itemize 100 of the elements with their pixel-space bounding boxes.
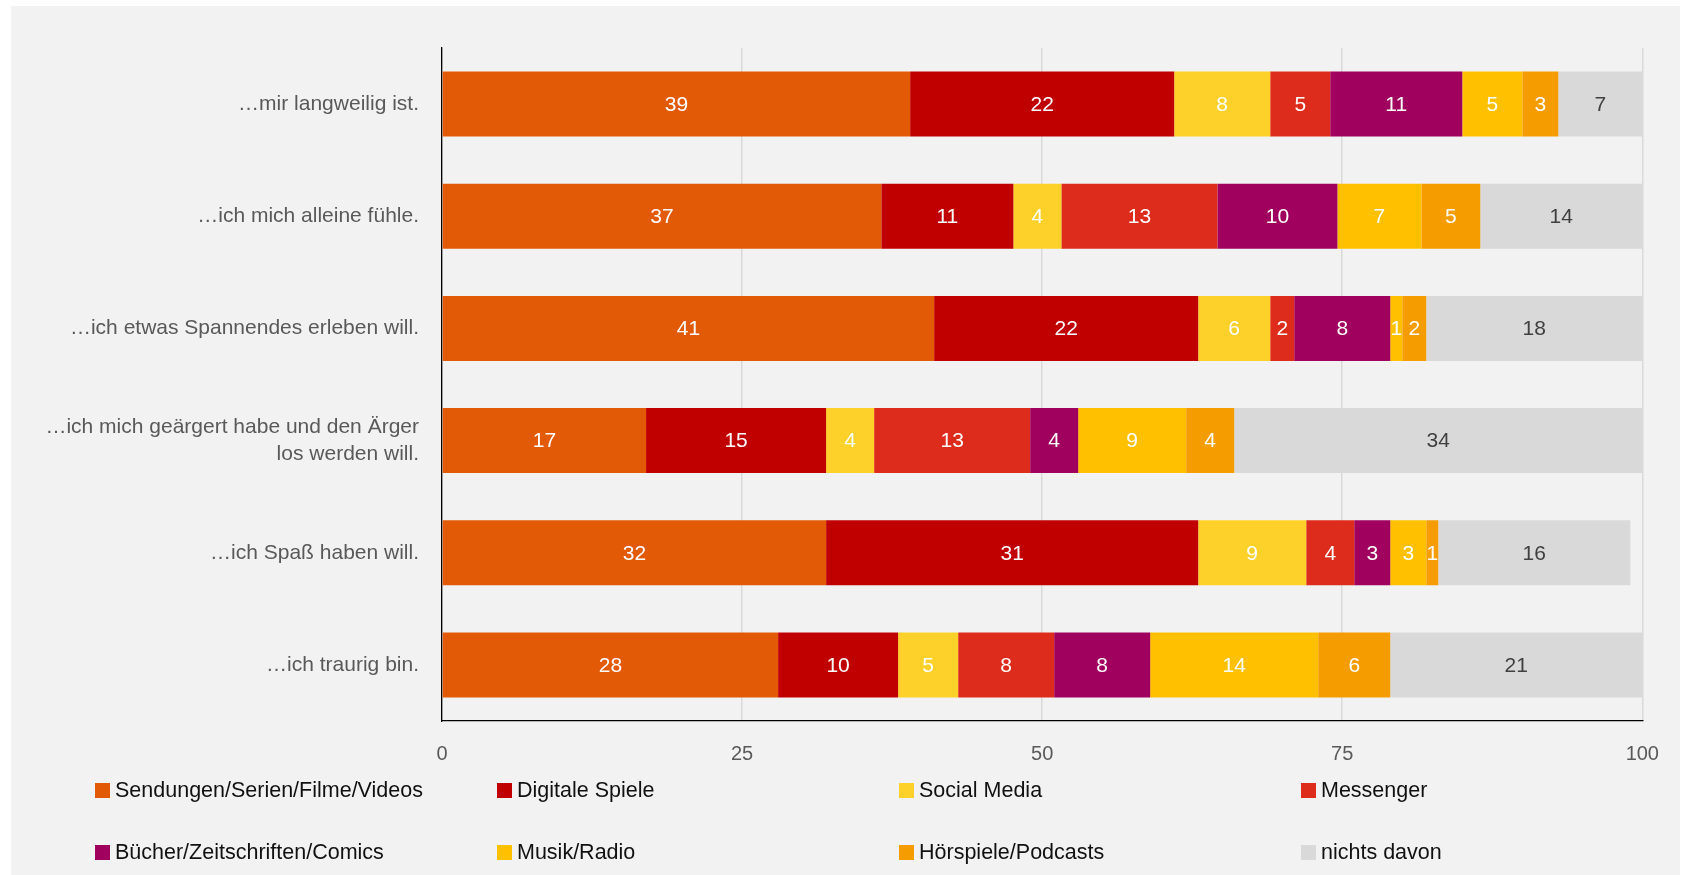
data-label: 4 [844,428,857,452]
bar [442,632,779,698]
y-tick-label: …ich mich alleine fühle. [197,203,419,227]
bar [1330,71,1463,137]
bar [881,183,1014,249]
data-label: 5 [922,652,934,676]
data-label: 39 [664,91,689,115]
legend-label: Musik/Radio [517,839,636,865]
data-label: 9 [1126,428,1139,452]
data-label: 8 [1000,652,1012,676]
data-label: 10 [1265,204,1290,228]
data-label: 16 [1522,540,1546,564]
x-tick-label: 100 [1625,741,1659,764]
bar [1198,520,1307,586]
data-label: 22 [1054,316,1078,340]
legend-label: Sendungen/Serien/Filme/Videos [115,777,423,803]
bar [442,520,827,586]
bar [934,295,1199,361]
bar [826,520,1199,586]
data-label: 4 [1048,428,1061,452]
bar [1390,520,1427,586]
data-label: 5 [1294,91,1307,115]
bar [1198,295,1271,361]
data-label: 6 [1228,316,1241,340]
legend-label: Hörspiele/Podcasts [919,839,1105,865]
data-label: 4 [1324,540,1337,564]
data-label: 8 [1096,652,1109,676]
bar [646,408,827,474]
data-label: 18 [1522,316,1546,340]
data-label: 32 [622,540,647,564]
bar [1522,71,1559,137]
data-label: 3 [1534,91,1547,115]
bar [442,183,882,249]
bar [1013,183,1062,249]
legend-label: Bücher/Zeitschriften/Comics [115,839,384,865]
bar [1438,520,1631,586]
data-label: 11 [1385,91,1408,115]
bar [874,408,1031,474]
data-label: 4 [1204,428,1217,452]
bar [1186,408,1235,474]
data-label: 41 [676,316,701,340]
x-tick-label: 50 [1031,741,1054,764]
data-label: 7 [1373,204,1386,228]
data-label: 1 [1390,316,1403,340]
bar [778,632,899,698]
data-label: 3 [1366,540,1379,564]
legend-label: Social Media [919,777,1043,803]
bar [1337,183,1422,249]
data-label: 5 [1486,91,1499,115]
y-tick-label: …ich traurig bin. [266,651,419,675]
data-label: 15 [724,428,748,452]
y-tick-label: …ich etwas Spannendes erleben will. [69,315,419,339]
bar [1421,183,1481,249]
legend-label: Digitale Spiele [517,777,655,803]
bar [1294,295,1391,361]
bar [1078,408,1187,474]
bar [1270,71,1331,137]
data-label: 8 [1336,316,1349,340]
data-label: 14 [1222,652,1247,676]
legend-label: Messenger [1321,777,1428,803]
data-label: 13 [1127,204,1152,228]
y-tick-label: …ich mich geärgert habe und den Ärger los werden will. [45,413,419,465]
bar [442,295,935,361]
bar [1061,183,1218,249]
x-tick-label: 25 [730,741,754,764]
x-tick-label: 75 [1331,741,1354,764]
bar [1318,632,1391,698]
data-label: 8 [1216,91,1229,115]
data-label: 13 [940,428,964,452]
bar [958,632,1055,698]
data-label: 34 [1426,428,1451,452]
data-label: 9 [1246,540,1259,564]
bar [1390,295,1403,361]
x-tick-label: 0 [436,741,448,764]
data-label: 7 [1594,91,1607,115]
data-label: 3 [1402,540,1415,564]
data-label: 28 [598,652,623,676]
bar [442,71,911,137]
data-label: 17 [532,428,557,452]
data-label: 4 [1031,204,1044,228]
data-label: 21 [1504,652,1528,676]
bar [1217,183,1338,249]
data-label: 5 [1445,204,1457,228]
bar [442,408,647,474]
data-label: 11 [936,204,959,228]
bar [1054,632,1151,698]
data-label: 22 [1030,91,1054,115]
data-label: 14 [1549,204,1574,228]
bar [910,71,1175,137]
bar [1150,632,1319,698]
bar [898,632,959,698]
data-label: 2 [1408,316,1421,340]
data-label: 10 [826,652,850,676]
bar [1174,71,1271,137]
bar [1462,71,1523,137]
y-tick-label: …ich Spaß haben will. [210,539,419,563]
data-label: 1 [1426,540,1439,564]
bar [1306,520,1355,586]
data-label: 31 [1000,540,1024,564]
legend-label: nichts davon [1321,839,1442,865]
